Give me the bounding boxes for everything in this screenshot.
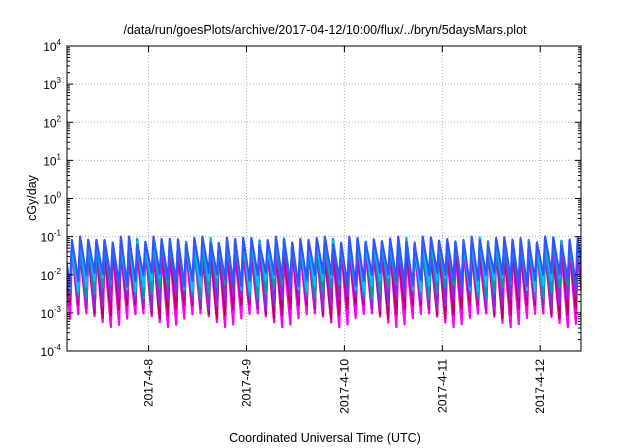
y-tick-label: 10-4 bbox=[41, 343, 62, 359]
y-tick-label: 102 bbox=[43, 114, 61, 130]
x-tick-label: 2017-4-12 bbox=[533, 359, 547, 414]
y-tick-label: 100 bbox=[43, 191, 61, 207]
x-tick-label: 2017-4-8 bbox=[142, 359, 156, 407]
chart-title: /data/run/goesPlots/archive/2017-04-12/1… bbox=[123, 23, 527, 37]
x-axis-label: Coordinated Universal Time (UTC) bbox=[229, 431, 421, 445]
y-tick-label: 10-2 bbox=[41, 267, 62, 283]
x-tick-label: 2017-4-9 bbox=[239, 359, 253, 407]
y-axis-label: cGy/day bbox=[25, 174, 39, 221]
y-tick-label: 104 bbox=[43, 38, 61, 54]
series-group bbox=[67, 235, 581, 329]
x-axis-ticks: 2017-4-8 2017-4-9 2017-4-10 2017-4-11 2017-4… bbox=[142, 46, 547, 414]
x-tick-label: 2017-4-10 bbox=[337, 359, 351, 414]
y-tick-label: 10-1 bbox=[41, 229, 62, 245]
y-tick-label: 10-3 bbox=[41, 305, 62, 321]
y-axis-ticks: 10-4 10-3 10-2 10-1 100 101 102 103 104 bbox=[41, 38, 581, 359]
y-tick-label: 101 bbox=[43, 152, 61, 168]
x-tick-label: 2017-4-11 bbox=[435, 359, 449, 413]
y-tick-label: 103 bbox=[43, 76, 61, 92]
series-line bbox=[67, 235, 581, 288]
